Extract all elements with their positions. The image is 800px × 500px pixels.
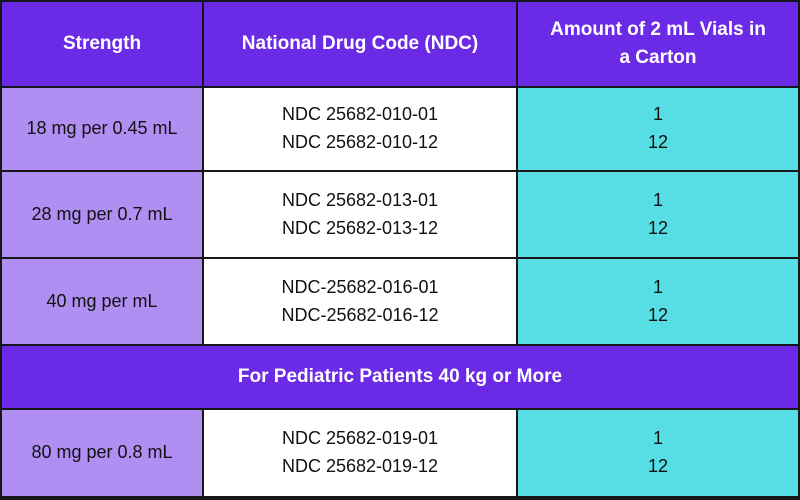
vials-line: 12 [647,132,669,152]
ndc-cell: NDC 25682-019-01 NDC 25682-019-12 [204,410,516,496]
ndc-cell: NDC-25682-016-01 NDC-25682-016-12 [204,259,516,344]
table-row: 28 mg per 0.7 mL NDC 25682-013-01 NDC 25… [2,172,798,257]
table-row: 80 mg per 0.8 mL NDC 25682-019-01 NDC 25… [2,410,798,496]
strength-cell: 80 mg per 0.8 mL [2,410,202,496]
pediatric-banner-label: For Pediatric Patients 40 kg or More [2,346,798,408]
strength-cell: 18 mg per 0.45 mL [2,88,202,170]
header-ndc: National Drug Code (NDC) [204,2,516,86]
ndc-line: NDC-25682-016-12 [281,304,439,325]
ndc-line: NDC 25682-010-01 [281,104,439,125]
table-row: 18 mg per 0.45 mL NDC 25682-010-01 NDC 2… [2,88,798,170]
ndc-cell: NDC 25682-010-01 NDC 25682-010-12 [204,88,516,170]
ndc-line: NDC 25682-013-01 [281,189,439,210]
vials-line: 12 [647,217,669,238]
ndc-cell: NDC 25682-013-01 NDC 25682-013-12 [204,172,516,257]
table-header-row: Strength National Drug Code (NDC) Amount… [2,2,798,86]
ndc-line: NDC 25682-019-01 [281,428,439,449]
vials-cell: 1 12 [518,88,798,170]
vials-line: 12 [647,304,669,325]
ndc-line: NDC 25682-010-12 [281,132,439,152]
strength-cell: 28 mg per 0.7 mL [2,172,202,257]
vials-line: 1 [652,104,663,125]
vials-line: 1 [652,189,663,210]
vials-line: 1 [652,428,663,449]
ndc-line: NDC 25682-019-12 [281,456,439,476]
vials-cell: 1 12 [518,410,798,496]
vials-cell: 1 12 [518,259,798,344]
pediatric-banner-row: For Pediatric Patients 40 kg or More [2,346,798,408]
header-vials: Amount of 2 mL Vials in a Carton [518,2,798,86]
vials-line: 12 [647,456,669,476]
vials-cell: 1 12 [518,172,798,257]
header-strength: Strength [2,2,202,86]
strength-cell: 40 mg per mL [2,259,202,344]
ndc-line: NDC-25682-016-01 [281,276,439,297]
ndc-line: NDC 25682-013-12 [281,217,439,238]
vials-line: 1 [652,276,663,297]
table-row: 40 mg per mL NDC-25682-016-01 NDC-25682-… [2,259,798,344]
